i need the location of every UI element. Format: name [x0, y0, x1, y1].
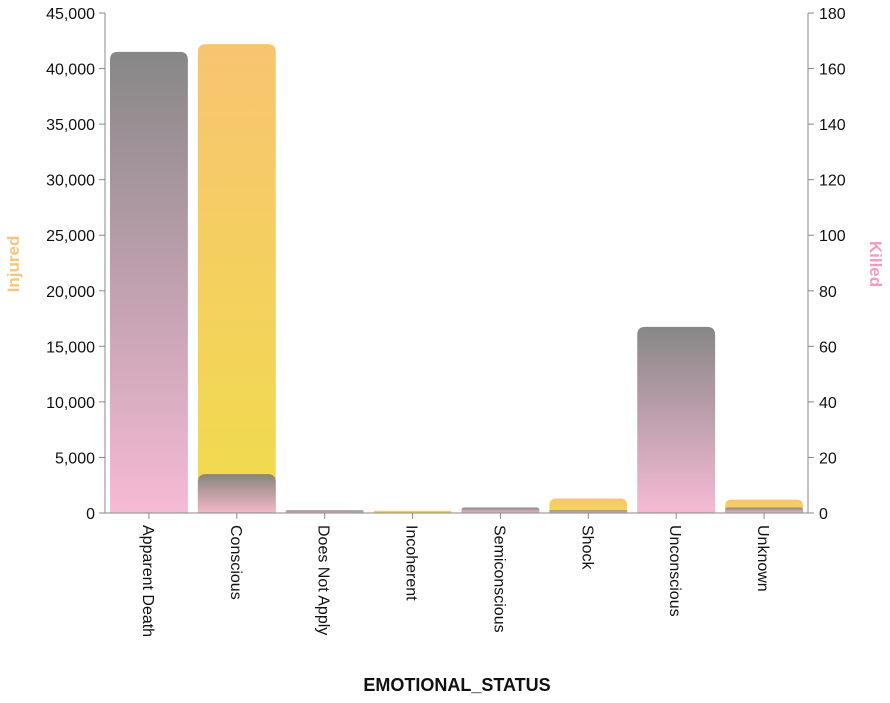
- killed-bar: [285, 510, 364, 513]
- right-tick-label: 120: [819, 173, 846, 190]
- right-y-axis: 0 20 40 60 80 100 120 140 160 180: [807, 6, 846, 523]
- right-tick-label: 40: [819, 395, 837, 412]
- x-axis-title: EMOTIONAL_STATUS: [363, 675, 550, 695]
- killed-bar: [461, 507, 540, 513]
- left-tick-label: 35,000: [46, 117, 95, 134]
- killed-bar: [725, 507, 803, 513]
- right-tick-label: 80: [819, 284, 837, 301]
- left-y-axis: 0 5,000 10,000 15,000 20,000 25,000 30,000 35,0…: [46, 6, 106, 523]
- left-tick-label: 15,000: [46, 339, 95, 356]
- left-tick-label: 25,000: [46, 228, 95, 245]
- left-axis-title: Injured: [4, 236, 23, 293]
- injured-bar: [197, 44, 276, 513]
- killed-bar: [197, 474, 276, 513]
- left-tick-label: 5,000: [55, 450, 95, 467]
- right-tick-label: 20: [819, 450, 837, 467]
- right-tick-label: 60: [819, 339, 837, 356]
- left-tick-label: 0: [86, 506, 95, 523]
- killed-bar: [110, 51, 188, 514]
- killed-bar: [549, 510, 628, 513]
- x-axis: Apparent Death Conscious Does Not Apply Inc…: [105, 512, 808, 637]
- x-tick-label: Shock: [578, 525, 595, 570]
- x-tick-label: Conscious: [227, 525, 244, 600]
- left-tick-label: 45,000: [46, 6, 95, 23]
- x-tick-label: Apparent Death: [139, 525, 156, 637]
- killed-bar: [637, 326, 716, 513]
- right-tick-label: 0: [819, 506, 828, 523]
- left-tick-label: 20,000: [46, 284, 95, 301]
- right-axis-title: Killed: [866, 241, 885, 287]
- right-tick-label: 160: [819, 62, 846, 79]
- right-tick-label: 180: [819, 6, 846, 23]
- right-tick-label: 140: [819, 117, 846, 134]
- x-tick-label: Does Not Apply: [315, 525, 332, 635]
- x-tick-label: Incoherent: [403, 525, 420, 601]
- left-tick-label: 40,000: [46, 62, 95, 79]
- left-tick-label: 10,000: [46, 395, 95, 412]
- x-tick-label: Unconscious: [666, 525, 683, 617]
- injured-bar: [373, 510, 452, 513]
- right-tick-label: 100: [819, 228, 846, 245]
- x-tick-label: Unknown: [754, 525, 771, 592]
- left-tick-label: 30,000: [46, 173, 95, 190]
- injured-bar: [549, 498, 628, 513]
- x-tick-label: Semiconscious: [490, 525, 507, 633]
- killed-bars: [110, 51, 803, 514]
